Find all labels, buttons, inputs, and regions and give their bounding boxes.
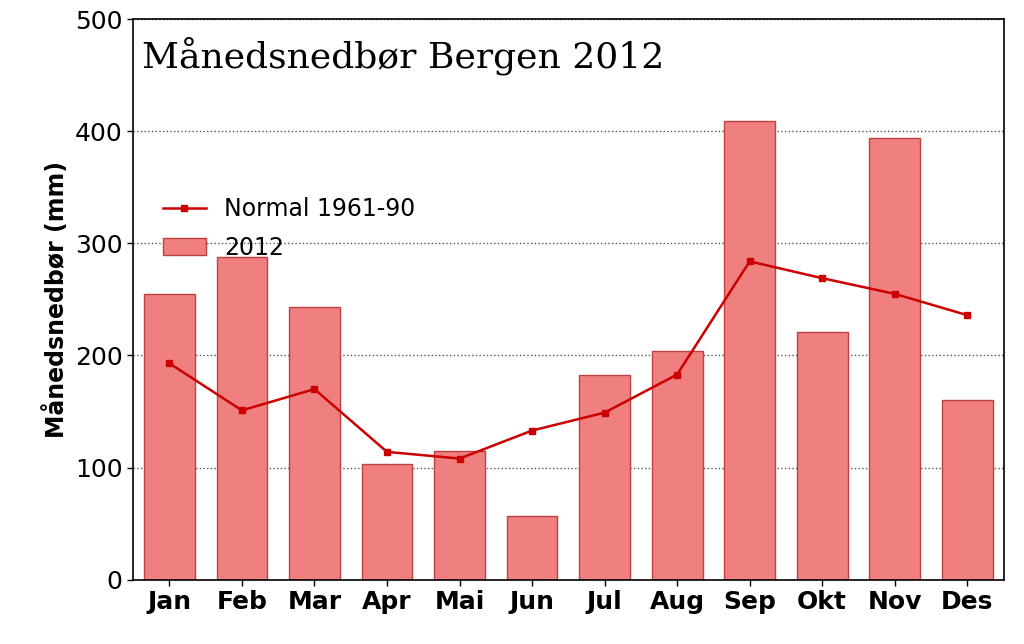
- Bar: [144, 294, 195, 580]
- Bar: [361, 464, 413, 580]
- Bar: [216, 257, 267, 580]
- Bar: [434, 451, 485, 580]
- Bar: [869, 138, 921, 580]
- Bar: [724, 121, 775, 580]
- Legend: Normal 1961-90, 2012: Normal 1961-90, 2012: [154, 188, 425, 269]
- Bar: [797, 332, 848, 580]
- Bar: [289, 307, 340, 580]
- Bar: [580, 375, 630, 580]
- Bar: [651, 351, 702, 580]
- Bar: [942, 401, 992, 580]
- Bar: [507, 516, 557, 580]
- Text: Månedsnedbør Bergen 2012: Månedsnedbør Bergen 2012: [141, 36, 665, 75]
- Y-axis label: Månedsnedbør (mm): Månedsnedbør (mm): [44, 161, 70, 438]
